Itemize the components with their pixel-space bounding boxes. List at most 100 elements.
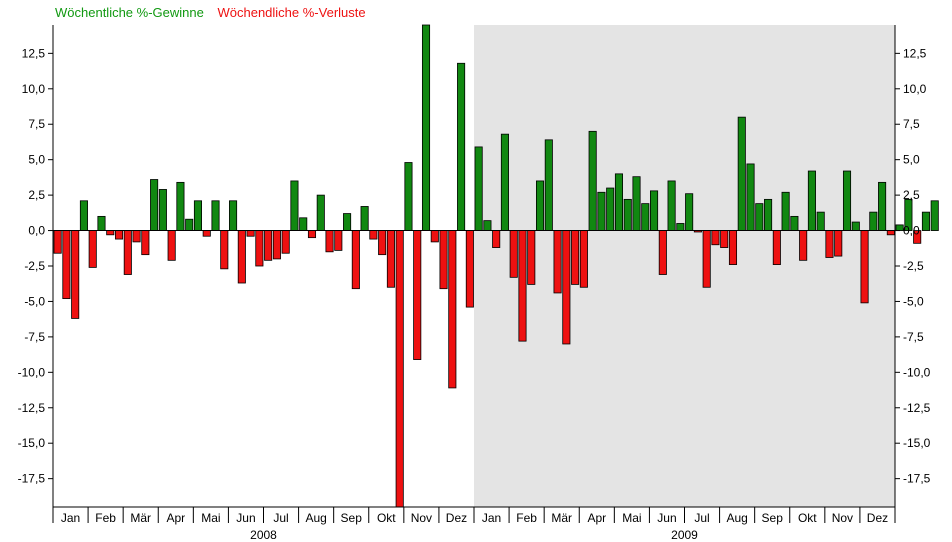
- legend: Wöchentliche %-Gewinne Wöchendliche %-Ve…: [55, 5, 376, 20]
- y-tick-label: -15,0: [903, 436, 931, 450]
- month-label: Dez: [446, 511, 467, 525]
- bar-gain: [211, 200, 220, 231]
- bar-gain: [158, 189, 167, 231]
- bar-loss: [562, 230, 571, 345]
- month-label: Nov: [832, 511, 853, 525]
- month-label: Jul: [273, 511, 288, 525]
- y-tick-label: -10,0: [903, 365, 931, 379]
- bar-gain: [878, 181, 887, 231]
- bar-loss: [799, 230, 808, 261]
- bar-gain: [667, 180, 676, 231]
- bar-gain: [421, 24, 431, 231]
- bar-gain: [360, 206, 369, 231]
- month-label: Feb: [95, 511, 116, 525]
- bar-gain: [474, 146, 483, 231]
- bar-loss: [325, 230, 334, 253]
- bar-loss: [53, 230, 62, 254]
- bar-loss: [527, 230, 536, 285]
- bar-loss: [439, 230, 448, 290]
- bar-gain: [316, 194, 325, 231]
- month-label: Sep: [341, 511, 363, 525]
- bar-gain: [755, 203, 764, 231]
- bar-loss: [71, 230, 80, 319]
- bar-loss: [492, 230, 501, 248]
- bar-loss: [913, 230, 922, 244]
- month-label: Nov: [411, 511, 432, 525]
- bar-gain: [816, 211, 825, 231]
- bar-gain: [544, 139, 553, 231]
- y-tick-label: 2,5: [903, 188, 920, 202]
- bar-loss: [88, 230, 97, 268]
- bar-gain: [343, 213, 352, 231]
- bar-loss: [307, 230, 317, 239]
- bar-loss: [272, 230, 281, 260]
- y-tick-label: -15,0: [18, 436, 46, 450]
- month-label: Feb: [516, 511, 537, 525]
- bar-gain: [606, 187, 615, 231]
- month-label: Mär: [551, 511, 572, 525]
- y-axis-left: -17,5 -15,0 -12,5 -10,0 -7,5 -5,0 -2,5 0,0 2,5 5,…: [18, 46, 53, 486]
- month-label: Dez: [867, 511, 888, 525]
- bar-loss: [351, 230, 360, 290]
- bar-gain: [597, 191, 606, 231]
- month-label: Jan: [482, 511, 501, 525]
- y-tick-label: 7,5: [28, 117, 45, 131]
- bar-loss: [658, 230, 667, 275]
- y-tick-label: -7,5: [24, 330, 45, 344]
- bar-loss: [123, 230, 132, 275]
- y-tick-label: -17,5: [18, 472, 46, 486]
- y-tick-label: -5,0: [903, 294, 924, 308]
- bar-gain: [650, 190, 659, 231]
- bar-loss: [448, 230, 457, 389]
- bar-loss: [202, 230, 211, 237]
- month-label: Aug: [305, 511, 326, 525]
- bar-gain: [685, 193, 694, 231]
- shaded-period: [474, 25, 895, 507]
- month-label: Jun: [236, 511, 255, 525]
- bar-gain: [588, 130, 597, 231]
- y-tick-label: 5,0: [28, 153, 45, 167]
- month-label: Mär: [130, 511, 151, 525]
- bar-loss: [509, 230, 518, 278]
- y-tick-label: -2,5: [24, 259, 45, 273]
- y-tick-label: 10,0: [22, 82, 46, 96]
- bar-loss: [281, 230, 290, 254]
- bar-loss: [255, 230, 264, 267]
- bar-loss: [106, 230, 115, 236]
- bar-loss: [720, 230, 729, 248]
- bar-loss: [62, 230, 71, 300]
- y-tick-label: 10,0: [903, 82, 927, 96]
- bar-loss: [378, 230, 387, 256]
- bar-gain: [790, 215, 799, 231]
- y-tick-label: 12,5: [903, 46, 927, 60]
- bar-loss: [772, 230, 781, 265]
- bar-gain: [404, 162, 413, 231]
- bar-loss: [132, 230, 141, 243]
- bar-gain: [176, 181, 185, 231]
- bar-gain: [623, 198, 632, 231]
- bar-loss: [465, 230, 474, 308]
- bar-loss: [237, 230, 246, 284]
- bar-gain: [851, 221, 860, 231]
- bar-loss: [430, 230, 439, 243]
- bars: [53, 24, 939, 508]
- bar-loss: [553, 230, 562, 294]
- bar-gain: [614, 173, 624, 231]
- bar-loss: [369, 230, 378, 240]
- bar-gain: [483, 220, 492, 231]
- month-label: Jun: [657, 511, 676, 525]
- bar-loss: [571, 230, 580, 285]
- bar-loss: [386, 230, 395, 288]
- bar-gain: [904, 198, 913, 231]
- y-tick-label: 0,0: [903, 224, 920, 238]
- bar-gain: [764, 198, 773, 231]
- bar-loss: [220, 230, 229, 270]
- month-label: Sep: [762, 511, 784, 525]
- month-label: Mai: [622, 511, 641, 525]
- month-label: Apr: [587, 511, 606, 525]
- month-label: Okt: [377, 511, 396, 525]
- y-axis-right: -17,5 -15,0 -12,5 -10,0 -7,5 -5,0 -2,5 0,0 2,5 5,…: [895, 46, 931, 486]
- bar-loss: [518, 230, 527, 342]
- month-label: Jan: [61, 511, 80, 525]
